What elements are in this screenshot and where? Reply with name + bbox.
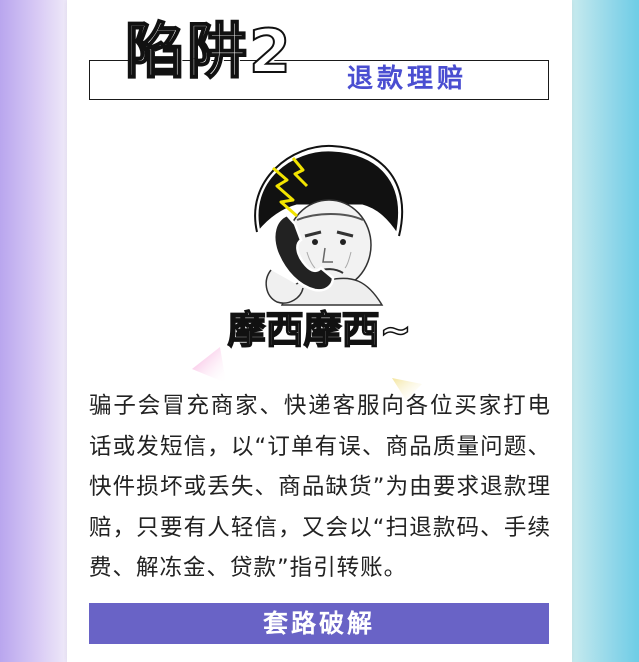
pink-triangle-decoration-icon	[192, 347, 226, 383]
meme-caption: 摩西摩西~	[227, 307, 412, 353]
yellow-triangle-decoration-icon	[392, 378, 422, 400]
solution-banner: 套路破解	[89, 603, 549, 644]
heading-frame	[89, 60, 549, 100]
trap-title: 陷阱2	[124, 17, 293, 87]
phone-call-meme-icon	[254, 144, 404, 306]
trap-subtitle: 退款理赔	[347, 64, 468, 94]
content-card: 陷阱2 退款理赔 摩西摩西~	[67, 0, 572, 662]
scam-description: 骗子会冒充商家、快递客服向各位买家打电话或发短信，以“订单有误、商品质量问题、快…	[89, 393, 551, 581]
